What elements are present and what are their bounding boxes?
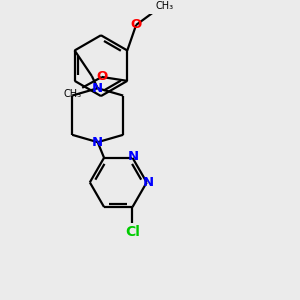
Text: N: N	[128, 150, 139, 163]
Text: O: O	[130, 19, 142, 32]
Text: CH₃: CH₃	[64, 89, 82, 99]
Text: Cl: Cl	[125, 225, 140, 239]
Text: CH₃: CH₃	[155, 1, 173, 11]
Text: N: N	[92, 82, 103, 95]
Text: N: N	[143, 176, 154, 189]
Text: N: N	[92, 136, 103, 149]
Text: O: O	[96, 70, 107, 83]
